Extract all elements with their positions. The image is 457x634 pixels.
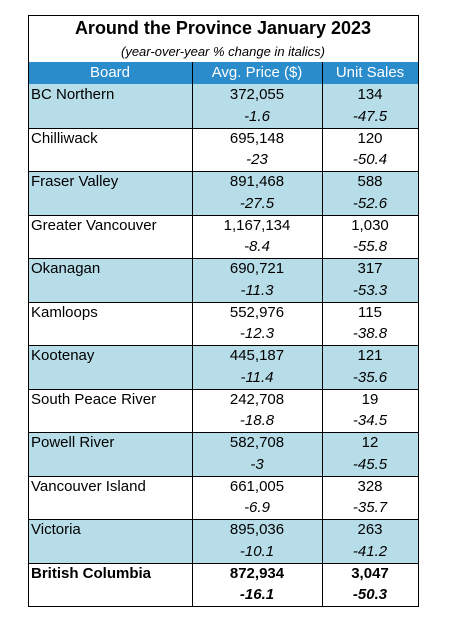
avg-price: 582,708 [229,434,285,451]
board-name: Fraser Valley [31,173,119,190]
avg-price: 690,721 [229,260,285,277]
board-name: Okanagan [31,260,101,277]
unit-sales: 3,047 [351,564,389,582]
unit-sales: 317 [357,260,383,277]
row-divider [28,432,418,433]
column-divider [322,62,323,606]
avg-price: 372,055 [229,86,285,103]
row-divider [28,127,418,129]
board-name: Kamloops [31,303,98,321]
sales-change: -35.6 [352,368,388,386]
sales-change: -34.5 [352,412,388,430]
board-name: Chilliwack [31,129,98,147]
row-bg [28,475,418,519]
avg-price: 242,708 [229,390,285,408]
board-name: Kootenay [31,347,95,364]
board-name: South Peace River [31,390,157,408]
row-divider [28,388,418,390]
row-bg [28,127,418,171]
sales-change: -53.3 [352,281,388,299]
row-divider [28,475,418,477]
board-name: British Columbia [31,564,152,582]
avg-price: 891,468 [229,173,285,190]
sales-change: -45.5 [352,455,388,473]
sales-change: -47.5 [352,107,388,125]
column-header: Avg. Price ($) [211,64,303,81]
unit-sales: 121 [357,347,383,364]
border [28,15,29,606]
row-bg [28,519,418,563]
avg-price: 552,976 [229,303,285,321]
column-header: Unit Sales [335,64,405,81]
row-bg [28,562,418,606]
row-divider [28,171,418,172]
row-divider [28,258,418,259]
row-bg [28,171,418,215]
unit-sales: 328 [357,477,383,495]
row-bg [28,214,418,258]
sales-change: -52.6 [352,194,388,212]
sales-change: -38.8 [352,325,388,343]
board-name: Powell River [31,434,115,451]
board-name: BC Northern [31,86,115,103]
price-change: -16.1 [239,586,275,604]
row-bg [28,84,418,128]
price-change: -3 [250,455,264,473]
row-divider [28,301,418,303]
price-change: -1.6 [244,107,270,125]
avg-price: 872,934 [229,564,285,582]
column-header: Board [89,64,131,81]
avg-price: 445,187 [229,347,285,364]
unit-sales: 115 [358,303,382,321]
price-change: -18.8 [239,412,275,430]
border [28,606,419,607]
sales-change: -50.4 [352,151,388,169]
table-title: Around the Province January 2023 [74,18,372,38]
avg-price: 661,005 [229,477,285,495]
sales-change: -55.8 [352,238,388,256]
avg-price: 895,036 [229,521,285,538]
header-bg [28,62,418,84]
unit-sales: 134 [357,86,383,103]
row-bg [28,432,418,476]
price-change: -10.1 [239,542,275,560]
sales-change: -41.2 [352,542,388,560]
row-divider [28,214,418,216]
price-change: -11.3 [240,281,274,299]
border [28,15,419,16]
sales-change: -50.3 [352,586,388,604]
unit-sales: 1,030 [351,216,389,234]
avg-price: 1,167,134 [223,216,291,234]
border [418,15,419,606]
row-bg [28,301,418,345]
price-change: -12.3 [239,325,275,343]
row-bg [28,345,418,389]
unit-sales: 588 [357,173,383,190]
board-name: Victoria [31,521,81,538]
row-divider [28,345,418,346]
unit-sales: 19 [361,390,379,408]
price-change: -11.4 [240,368,274,386]
table-subtitle: (year-over-year % change in italics) [121,44,325,59]
unit-sales: 12 [361,434,379,451]
price-change: -8.4 [244,238,270,256]
sales-change: -35.7 [352,499,388,517]
price-change: -6.9 [244,499,270,517]
row-divider [28,519,418,520]
row-bg [28,388,418,432]
board-name: Greater Vancouver [31,216,157,234]
column-divider [192,62,193,606]
unit-sales: 120 [357,129,383,147]
board-name: Vancouver Island [31,477,146,495]
row-divider [28,562,418,564]
price-change: -27.5 [239,194,275,212]
row-bg [28,258,418,302]
unit-sales: 263 [357,521,383,538]
price-change: -23 [246,151,268,169]
avg-price: 695,148 [229,129,285,147]
